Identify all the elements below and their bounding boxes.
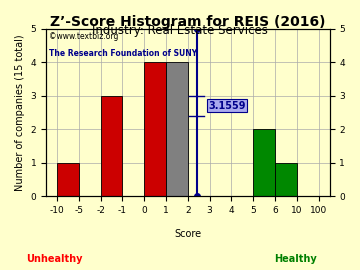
Bar	[253, 129, 275, 196]
Text: The Research Foundation of SUNY: The Research Foundation of SUNY	[49, 49, 197, 58]
Text: Industry: Real Estate Services: Industry: Real Estate Services	[92, 24, 268, 37]
Bar	[144, 62, 166, 196]
Bar	[100, 96, 122, 196]
Bar	[275, 163, 297, 196]
Title: Z’-Score Histogram for REIS (2016): Z’-Score Histogram for REIS (2016)	[50, 15, 325, 29]
Text: Unhealthy: Unhealthy	[26, 254, 82, 264]
Text: Healthy: Healthy	[274, 254, 316, 264]
Text: ©www.textbiz.org: ©www.textbiz.org	[49, 32, 118, 41]
Y-axis label: Number of companies (15 total): Number of companies (15 total)	[15, 34, 25, 191]
X-axis label: Score: Score	[174, 229, 201, 239]
Bar	[166, 62, 188, 196]
Text: 3.1559: 3.1559	[208, 101, 246, 111]
Bar	[57, 163, 79, 196]
